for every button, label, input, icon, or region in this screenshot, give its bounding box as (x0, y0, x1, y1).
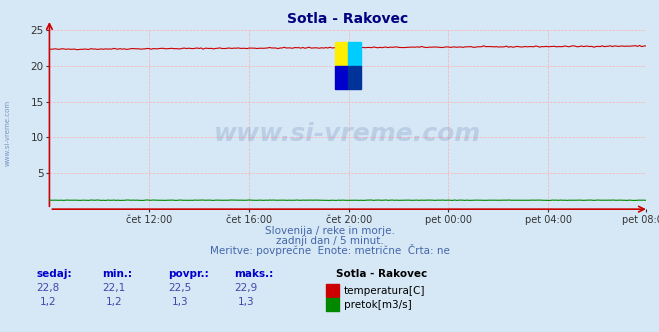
Text: 1,3: 1,3 (171, 297, 188, 307)
Text: www.si-vreme.com: www.si-vreme.com (5, 100, 11, 166)
Text: 22,5: 22,5 (168, 283, 192, 292)
Title: Sotla - Rakovec: Sotla - Rakovec (287, 12, 408, 26)
Text: pretok[m3/s]: pretok[m3/s] (344, 300, 412, 310)
Text: zadnji dan / 5 minut.: zadnji dan / 5 minut. (275, 236, 384, 246)
Text: 22,8: 22,8 (36, 283, 60, 292)
Text: 1,2: 1,2 (105, 297, 123, 307)
Text: min.:: min.: (102, 269, 132, 279)
Text: Sotla - Rakovec: Sotla - Rakovec (336, 269, 427, 279)
Bar (335, 66, 348, 89)
Text: sedaj:: sedaj: (36, 269, 72, 279)
Bar (348, 42, 360, 66)
Text: temperatura[C]: temperatura[C] (344, 286, 426, 296)
Text: maks.:: maks.: (234, 269, 273, 279)
Text: 22,1: 22,1 (102, 283, 126, 292)
Text: Slovenija / reke in morje.: Slovenija / reke in morje. (264, 226, 395, 236)
Text: povpr.:: povpr.: (168, 269, 209, 279)
Text: Meritve: povprečne  Enote: metrične  Črta: ne: Meritve: povprečne Enote: metrične Črta:… (210, 244, 449, 256)
Text: 1,2: 1,2 (40, 297, 57, 307)
Text: 22,9: 22,9 (234, 283, 258, 292)
Bar (335, 42, 348, 66)
Text: 1,3: 1,3 (237, 297, 254, 307)
Bar (348, 66, 360, 89)
Text: www.si-vreme.com: www.si-vreme.com (214, 122, 481, 146)
